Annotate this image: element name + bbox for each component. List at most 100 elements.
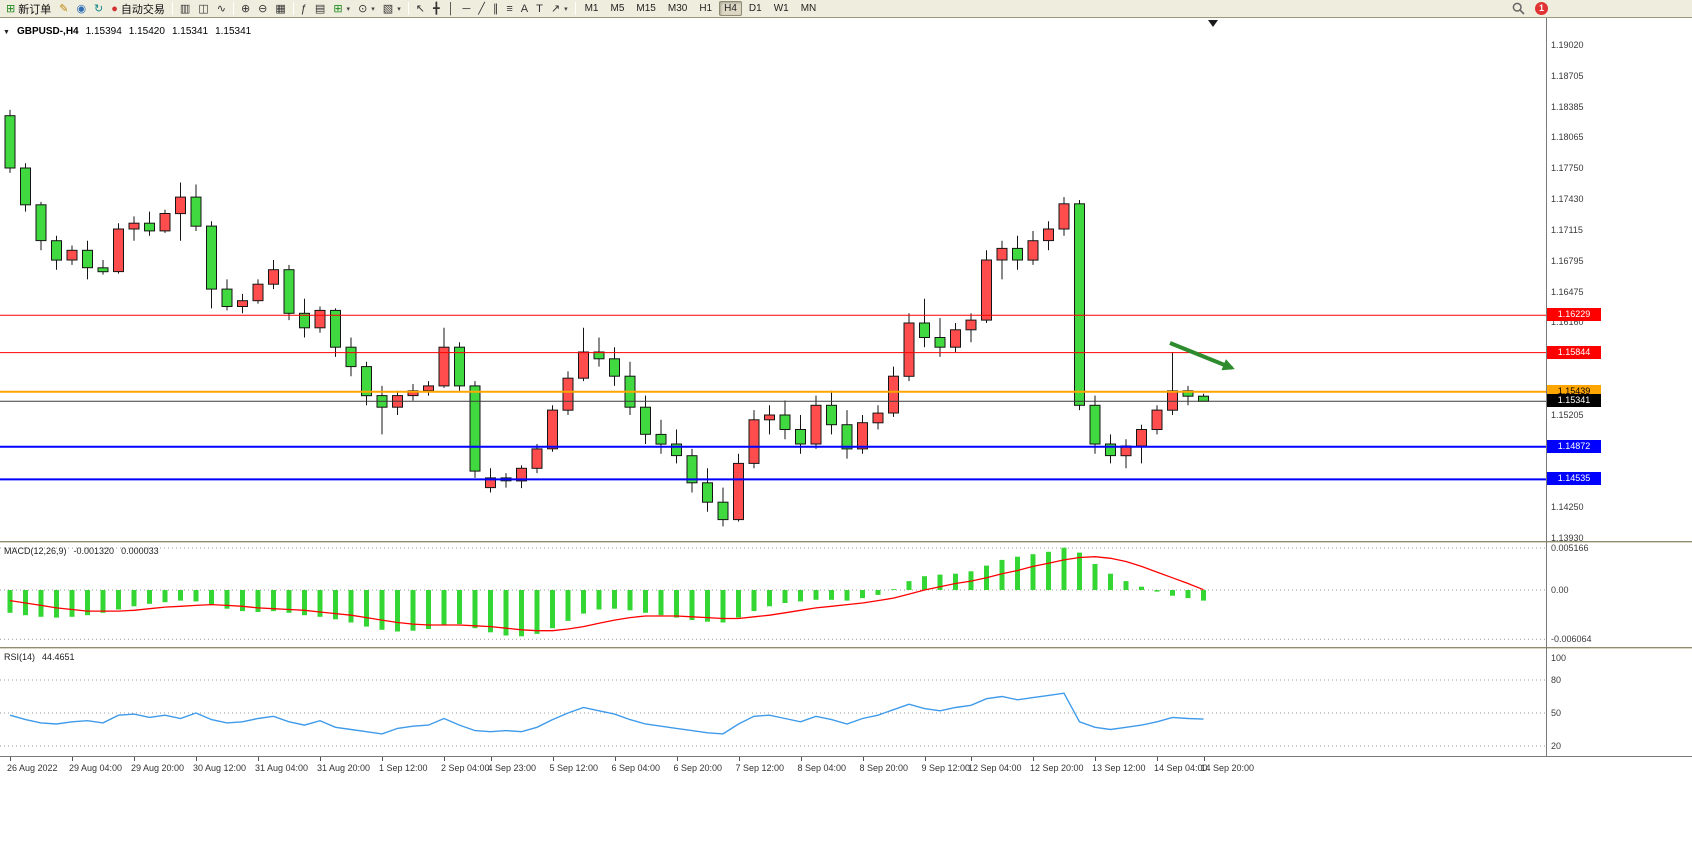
timeframe-button-w1[interactable]: W1 (773, 3, 789, 14)
chart-shift-marker[interactable] (1208, 20, 1218, 27)
objects-list-button[interactable]: ▤ (311, 1, 329, 17)
price-axis-label: 1.16160 (1551, 317, 1584, 327)
fibonacci-button[interactable]: ≡ (502, 1, 516, 17)
arrows-button[interactable]: ↗ ▾ (547, 1, 572, 17)
refresh-button[interactable]: ↻ (90, 1, 107, 17)
rsi-axis-label: 80 (1551, 675, 1562, 685)
macd-histogram-bar (1185, 590, 1191, 599)
candle-bearish (345, 337, 357, 377)
line-chart-button[interactable]: ∿ (213, 1, 230, 17)
timeframe-button-mn[interactable]: MN (800, 3, 817, 14)
macd-histogram-bar (844, 590, 850, 601)
macd-histogram-bar (798, 590, 803, 602)
metaeditor-button[interactable]: ✎ (55, 1, 72, 17)
trend-arrow-annotation[interactable] (1169, 341, 1235, 371)
candle-bearish (221, 279, 233, 311)
price-axis-label: 1.17750 (1551, 163, 1584, 173)
horizontal-line-button[interactable]: ─ (458, 1, 474, 17)
main-chart-svg[interactable] (0, 18, 1546, 541)
candle-bullish (748, 410, 760, 469)
candle-bullish (128, 216, 140, 241)
timeframe-button-m15[interactable]: M15 (636, 3, 656, 14)
macd-histogram-bar (100, 590, 106, 613)
pane-splitter-macd[interactable] (0, 541, 1692, 544)
candle-bearish (1012, 235, 1023, 270)
notification-badge[interactable]: 1 (1535, 2, 1548, 15)
text-button[interactable]: A (517, 1, 532, 17)
rsi-title: RSI(14) (4, 652, 36, 662)
vertical-line-button[interactable]: │ (444, 1, 459, 17)
indicators-button[interactable]: ƒ (297, 1, 311, 17)
candle-bullish (175, 182, 186, 241)
rsi-axis-label: 100 (1551, 653, 1567, 663)
price-axis-border (1546, 18, 1547, 756)
time-axis-label: 4 Sep 23:00 (487, 763, 537, 773)
macd-histogram-bar (38, 590, 44, 617)
macd-axis-label: 0.00 (1551, 585, 1569, 595)
autotrading-button[interactable]: ● 自动交易 (107, 1, 169, 17)
macd-histogram-bar (937, 574, 943, 590)
candle-bullish (872, 405, 884, 430)
tile-windows-icon: ▦ (275, 2, 286, 15)
macd-svg[interactable] (0, 544, 1546, 647)
price-axis-label: 1.15205 (1551, 410, 1584, 420)
rsi-line (9, 692, 1204, 735)
candlestick-chart-button[interactable]: ◫ (194, 1, 212, 17)
zoom-out-button[interactable]: ⊖ (254, 1, 271, 17)
templates-button[interactable]: ▧ ▾ (379, 1, 405, 17)
crosshair-button[interactable]: ╋ (429, 1, 444, 17)
candle-bearish (841, 410, 853, 459)
chart-menu-icon[interactable]: ▼ (3, 29, 10, 36)
macd-histogram-bar (1154, 590, 1160, 592)
bar-chart-button[interactable]: ▥ (176, 1, 194, 17)
time-tick (1157, 757, 1158, 761)
rsi-svg[interactable] (0, 650, 1546, 756)
macd-histogram-bar (348, 590, 354, 623)
candle-bullish (159, 209, 171, 233)
mql5-community-button[interactable]: ◉ (72, 1, 90, 17)
zoom-in-button[interactable]: ⊕ (237, 1, 254, 17)
timeframe-button-m1[interactable]: M1 (584, 3, 599, 14)
equidistant-channel-button[interactable]: ∥ (489, 1, 503, 17)
timeframe-button-h1[interactable]: H1 (699, 3, 713, 14)
periods-button[interactable]: ⊙ ▾ (354, 1, 379, 17)
candle-bearish (779, 400, 791, 440)
macd-histogram-bar (689, 590, 695, 621)
macd-histogram-bar (224, 590, 230, 609)
macd-histogram-bar (255, 590, 261, 612)
macd-title: MACD(12,26,9) (4, 546, 67, 556)
macd-histogram-bar (410, 590, 416, 631)
chevron-down-icon: ▾ (397, 5, 401, 13)
candle-bullish (66, 245, 78, 265)
candle-bearish (1074, 200, 1085, 411)
macd-histogram-bar (875, 590, 881, 595)
macd-histogram-bar (441, 590, 447, 625)
macd-histogram-bar (643, 590, 648, 613)
cursor-button[interactable]: ↖ (412, 1, 429, 17)
add-indicator-button[interactable]: ⊞ ▾ (329, 1, 354, 17)
macd-histogram-bar (906, 581, 912, 590)
macd-histogram-bar (1030, 554, 1036, 590)
candle-bullish (903, 313, 915, 382)
line-chart-icon: ∿ (216, 2, 226, 15)
timeframe-button-d1[interactable]: D1 (748, 3, 762, 14)
timeframe-button-h4[interactable]: H4 (719, 1, 742, 16)
pane-splitter-rsi[interactable] (0, 647, 1692, 650)
price-axis-label: 1.13930 (1551, 533, 1584, 543)
time-axis[interactable]: 26 Aug 2022 29 Aug 04:00 29 Aug 20:00 30 Au… (0, 756, 1692, 778)
time-tick (382, 757, 383, 761)
timeframe-button-m5[interactable]: M5 (610, 3, 625, 14)
candle-bullish (438, 327, 450, 388)
text-label-button[interactable]: T (532, 1, 547, 17)
indicators-icon: ƒ (300, 2, 307, 15)
trendline-button[interactable]: ╱ (474, 1, 489, 17)
tile-windows-button[interactable]: ▦ (271, 1, 289, 17)
timeframe-button-m30[interactable]: M30 (667, 3, 688, 14)
new-order-button[interactable]: ⊞ 新订单 (2, 1, 55, 17)
time-axis-label: 26 Aug 2022 (7, 763, 58, 773)
price-axis-label: 1.18705 (1551, 71, 1584, 81)
search-icon[interactable] (1512, 2, 1525, 15)
macd-histogram-bar (720, 590, 726, 623)
time-axis-label: 8 Sep 04:00 (797, 763, 847, 773)
price-axis[interactable]: 1.19020 1.18705 1.18385 1.18065 1.17750 1.174… (1546, 18, 1692, 778)
